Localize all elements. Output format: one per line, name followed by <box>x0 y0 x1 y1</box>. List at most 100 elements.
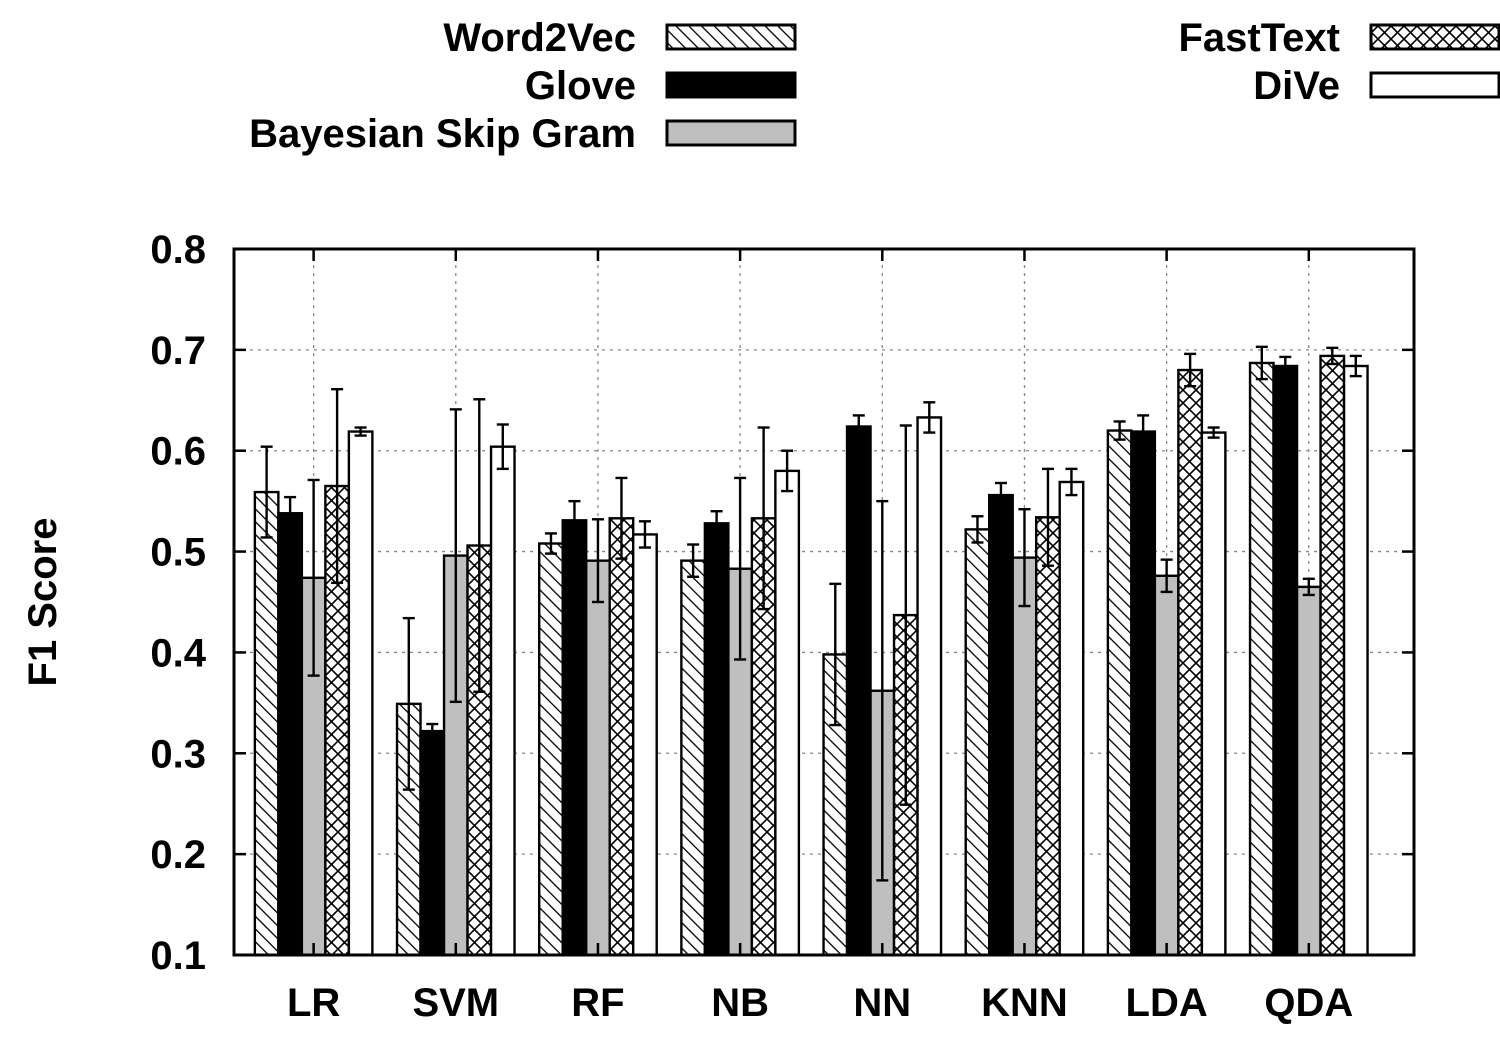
bar-dive <box>774 469 801 957</box>
error-bar-fasttext <box>1326 346 1339 366</box>
bars <box>253 354 1369 957</box>
error-bar-word2vec <box>544 532 557 555</box>
y-tick-labels: 0.1 0.2 0.3 0.4 0.5 0.6 0.7 0.8 <box>150 228 206 978</box>
bar-glove <box>1272 364 1299 957</box>
y-tick-label: 0.3 <box>150 732 206 776</box>
error-bar-glove <box>994 481 1007 509</box>
bar-glove <box>277 512 304 957</box>
bar-glove <box>419 729 446 957</box>
bar-glove <box>1130 430 1157 957</box>
bar-fasttext <box>1035 516 1061 957</box>
error-bar-bayesian-skip-gram <box>307 478 320 677</box>
bar-glove <box>703 522 730 957</box>
error-bar-glove <box>568 499 581 541</box>
bar-word2vec <box>964 528 991 957</box>
error-bar-fasttext <box>331 387 344 585</box>
error-bar-bayesian-skip-gram <box>734 476 747 661</box>
y-tick-label: 0.6 <box>150 430 206 474</box>
error-bar-word2vec <box>829 582 842 727</box>
plot-frame <box>232 247 1416 957</box>
legend-label: Bayesian Skip Gram <box>249 112 636 156</box>
y-axis-title: F1 Score <box>21 518 65 687</box>
error-bar-word2vec <box>687 543 700 578</box>
error-bar-dive <box>1207 426 1220 439</box>
y-tick-label: 0.7 <box>150 329 206 373</box>
axis-ticks <box>234 247 1414 957</box>
error-bar-dive <box>781 449 794 493</box>
error-bar-fasttext <box>757 426 770 611</box>
error-bar-glove <box>852 414 865 439</box>
legend-item-word2vec: Word2Vec <box>443 16 797 60</box>
bar-fasttext <box>608 517 635 957</box>
y-tick-label: 0.2 <box>150 833 206 877</box>
bar-fasttext <box>1319 354 1346 957</box>
legend-item-fasttext: FastText <box>1178 16 1500 60</box>
legend-swatch <box>665 71 797 99</box>
bar-dive <box>1200 431 1227 957</box>
x-tick-label: NN <box>853 981 911 1025</box>
y-tick-label: 0.8 <box>150 228 206 272</box>
error-bar-word2vec <box>971 515 984 544</box>
bar-dive <box>632 533 658 957</box>
error-bar-fasttext <box>1041 467 1054 567</box>
x-tick-label: NB <box>711 981 769 1025</box>
error-bar-word2vec <box>260 445 273 539</box>
error-bar-fasttext <box>473 398 486 693</box>
error-bar-dive <box>354 426 367 437</box>
error-bar-bayesian-skip-gram <box>1302 577 1315 597</box>
error-bar-word2vec <box>1255 345 1268 381</box>
error-bar-dive <box>496 423 509 471</box>
error-bar-bayesian-skip-gram <box>449 408 462 704</box>
x-tick-label: RF <box>571 981 624 1025</box>
error-bar-glove <box>1137 414 1150 449</box>
error-bar-bayesian-skip-gram <box>1160 558 1173 594</box>
error-bar-dive <box>1349 354 1362 378</box>
bar-glove <box>988 493 1014 957</box>
legend-swatch <box>1369 23 1500 51</box>
bar-bayesian-skip-gram <box>585 559 611 957</box>
legend-label: Glove <box>525 64 636 108</box>
bar-dive <box>1342 364 1369 957</box>
bar-word2vec <box>538 542 564 957</box>
error-bar-bayesian-skip-gram <box>591 518 604 604</box>
legend-label: FastText <box>1178 16 1340 60</box>
error-bar-word2vec <box>402 616 415 791</box>
error-bar-bayesian-skip-gram <box>1018 508 1031 608</box>
x-tick-label: KNN <box>981 981 1068 1025</box>
legend-label: DiVe <box>1253 64 1340 108</box>
legend-swatch <box>665 119 797 147</box>
bar-dive <box>347 430 374 957</box>
y-tick-label: 0.1 <box>150 934 206 978</box>
error-bar-glove <box>710 510 723 537</box>
bar-dive <box>489 445 516 957</box>
bar-bayesian-skip-gram <box>1295 585 1322 957</box>
error-bar-fasttext <box>1184 352 1197 388</box>
bar-dive <box>916 416 943 957</box>
x-tick-label: LR <box>287 981 340 1025</box>
bar-word2vec <box>253 490 280 957</box>
legend-item-dive: DiVe <box>1253 64 1500 108</box>
error-bar-glove <box>1279 355 1292 377</box>
error-bar-dive <box>1065 467 1078 497</box>
legend-swatch <box>665 23 797 51</box>
legend-label: Word2Vec <box>443 16 636 60</box>
bar-word2vec <box>1106 429 1133 957</box>
bar-fasttext <box>1177 368 1204 957</box>
error-bars <box>260 345 1362 882</box>
error-bar-bayesian-skip-gram <box>876 499 889 882</box>
legend-item-glove: Glove <box>525 64 797 108</box>
bar-glove <box>845 425 872 957</box>
bar-glove <box>561 519 588 957</box>
legend-swatch <box>1369 71 1500 99</box>
error-bar-fasttext <box>615 476 628 560</box>
y-tick-label: 0.4 <box>150 631 206 675</box>
x-tick-label: SVM <box>412 981 499 1025</box>
bar-dive <box>1058 480 1085 957</box>
error-bar-glove <box>284 495 297 531</box>
error-bar-fasttext <box>899 424 912 806</box>
legend-item-bayesian-skip-gram: Bayesian Skip Gram <box>249 112 797 156</box>
bar-bayesian-skip-gram <box>1153 574 1180 957</box>
x-tick-label: LDA <box>1126 981 1208 1025</box>
x-tick-label: QDA <box>1264 981 1353 1025</box>
y-tick-label: 0.5 <box>150 531 206 575</box>
